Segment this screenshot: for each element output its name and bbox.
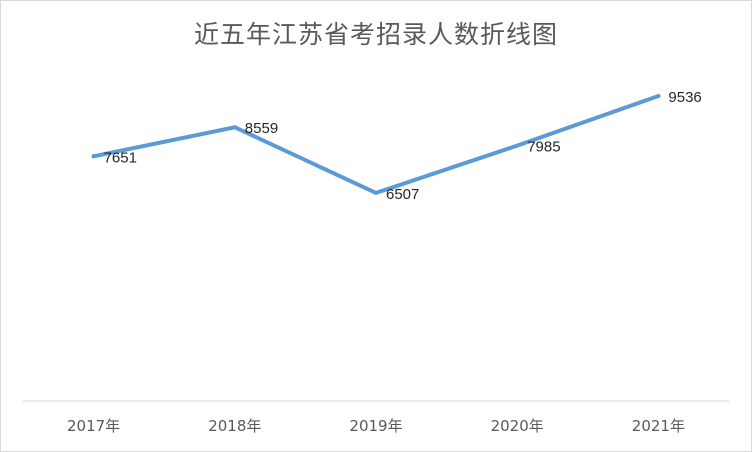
data-label: 7651 <box>104 149 137 166</box>
chart-title: 近五年江苏省考招录人数折线图 <box>193 20 558 49</box>
x-tick-label: 2017年 <box>67 417 120 435</box>
data-label: 8559 <box>245 120 278 137</box>
series-line <box>91 94 661 195</box>
x-tick-label: 2020年 <box>491 417 544 435</box>
data-label: 9536 <box>668 89 701 106</box>
data-point <box>515 143 520 148</box>
data-point <box>91 154 96 159</box>
x-tick-label: 2018年 <box>208 417 261 435</box>
x-tick-label: 2021年 <box>632 417 685 435</box>
data-label: 7985 <box>527 139 560 156</box>
x-tick-label: 2019年 <box>349 417 402 435</box>
data-point <box>656 94 661 98</box>
data-point <box>374 190 378 195</box>
data-point <box>232 125 237 130</box>
data-label: 6507 <box>386 186 419 203</box>
